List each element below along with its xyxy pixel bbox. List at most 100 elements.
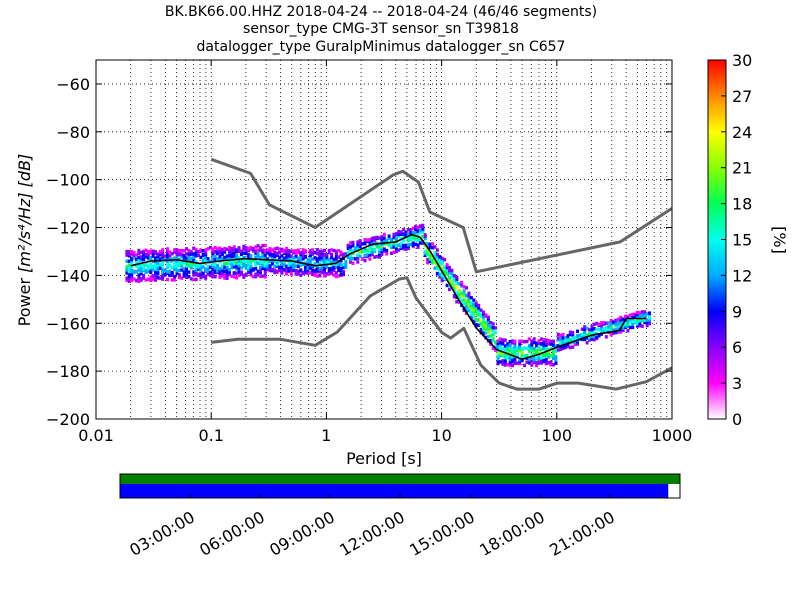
histogram-cell: [196, 272, 200, 277]
histogram-cell: [602, 326, 606, 331]
histogram-cell: [251, 258, 255, 263]
histogram-cell: [440, 266, 444, 270]
histogram-cell: [261, 266, 265, 271]
histogram-cell: [192, 258, 196, 262]
histogram-cell: [273, 270, 277, 275]
histogram-cell: [237, 263, 241, 267]
histogram-cell: [474, 312, 478, 316]
histogram-cell: [232, 261, 236, 265]
histogram-cell: [597, 327, 601, 332]
time-tick-label: 09:00:00: [266, 507, 338, 559]
histogram-cell: [187, 263, 191, 267]
histogram-cell: [273, 254, 277, 259]
histogram-cell: [477, 318, 481, 322]
colorbar-tick-label: 9: [732, 302, 742, 321]
histogram-cell: [218, 271, 222, 276]
histogram-cell: [161, 264, 165, 268]
histogram-cell: [583, 334, 587, 338]
histogram-cell: [325, 253, 329, 257]
histogram-cell: [633, 319, 637, 324]
histogram-cell: [609, 322, 613, 327]
histogram-cell: [465, 299, 469, 303]
histogram-cell: [146, 256, 150, 260]
histogram-cell: [168, 273, 172, 278]
histogram-cell: [394, 232, 398, 236]
histogram-cell: [435, 272, 439, 276]
histogram-cell: [616, 319, 620, 324]
histogram-cell: [251, 274, 255, 279]
histogram-cell: [377, 250, 381, 255]
histogram-cell: [230, 274, 234, 278]
histogram-cell: [180, 276, 184, 280]
histogram-cell: [220, 270, 224, 275]
histogram-cell: [624, 322, 628, 326]
histogram-cell: [358, 250, 362, 254]
histogram-cell: [270, 252, 274, 257]
histogram-cell: [237, 256, 241, 260]
histogram-cell: [139, 277, 143, 281]
histogram-cell: [285, 264, 289, 269]
histogram-cell: [411, 241, 415, 245]
histogram-cell: [450, 282, 454, 286]
x-tick-label: 10: [431, 426, 451, 445]
histogram-cell: [273, 247, 277, 251]
histogram-cell: [633, 312, 637, 317]
y-axis-label-prefix: Power: [15, 278, 34, 327]
histogram-cell: [494, 345, 498, 349]
histogram-cell: [361, 249, 365, 254]
histogram-cell: [230, 255, 234, 259]
time-tick-label: 03:00:00: [126, 507, 198, 559]
histogram-cell: [482, 315, 486, 319]
histogram-cell: [206, 264, 210, 268]
histogram-cell: [496, 356, 500, 360]
histogram-cell: [230, 265, 234, 270]
histogram-cell: [127, 259, 131, 264]
histogram-cell: [452, 279, 456, 283]
histogram-cell: [325, 272, 329, 276]
histogram-cell: [339, 272, 343, 277]
histogram-cell: [503, 348, 507, 353]
histogram-cell: [580, 337, 584, 342]
histogram-cell: [334, 254, 338, 259]
histogram-cell: [356, 244, 360, 249]
histogram-cell: [339, 250, 343, 254]
histogram-cell: [249, 253, 253, 258]
histogram-cell: [180, 261, 184, 265]
histogram-cell: [130, 278, 134, 283]
histogram-cell: [530, 345, 534, 349]
histogram-cell: [275, 260, 279, 264]
histogram-cell: [414, 231, 418, 235]
histogram-cell: [296, 248, 300, 252]
histogram-cell: [263, 248, 267, 253]
histogram-cell: [242, 261, 246, 265]
histogram-cell: [285, 267, 289, 272]
histogram-cell: [158, 263, 162, 267]
histogram-cell: [508, 363, 512, 368]
histogram-cell: [237, 259, 241, 263]
histogram-cell: [211, 249, 215, 254]
histogram-cell: [564, 344, 568, 348]
histogram-cell: [583, 327, 587, 332]
histogram-cell: [289, 268, 293, 272]
histogram-cell: [206, 247, 210, 251]
histogram-cell: [402, 239, 406, 243]
histogram-cell: [356, 240, 360, 244]
histogram-cell: [225, 257, 229, 261]
histogram-cell: [585, 333, 589, 337]
histogram-cell: [254, 245, 258, 249]
histogram-cell: [370, 247, 374, 252]
histogram-cell: [165, 270, 169, 274]
histogram-cell: [363, 238, 367, 242]
histogram-cell: [254, 266, 258, 271]
colorbar-tick-label: 0: [732, 410, 742, 429]
histogram-cell: [496, 354, 500, 358]
time-axis-ticks: 03:00:0006:00:0009:00:0012:00:0015:00:00…: [126, 494, 618, 560]
histogram-cell: [204, 267, 208, 271]
histogram-cell: [242, 275, 246, 279]
histogram-cell: [537, 347, 541, 351]
time-tick-label: 06:00:00: [196, 507, 268, 559]
histogram-cell: [289, 262, 293, 267]
histogram-cell: [125, 249, 129, 254]
histogram-cell: [320, 249, 324, 254]
histogram-cell: [406, 238, 410, 243]
